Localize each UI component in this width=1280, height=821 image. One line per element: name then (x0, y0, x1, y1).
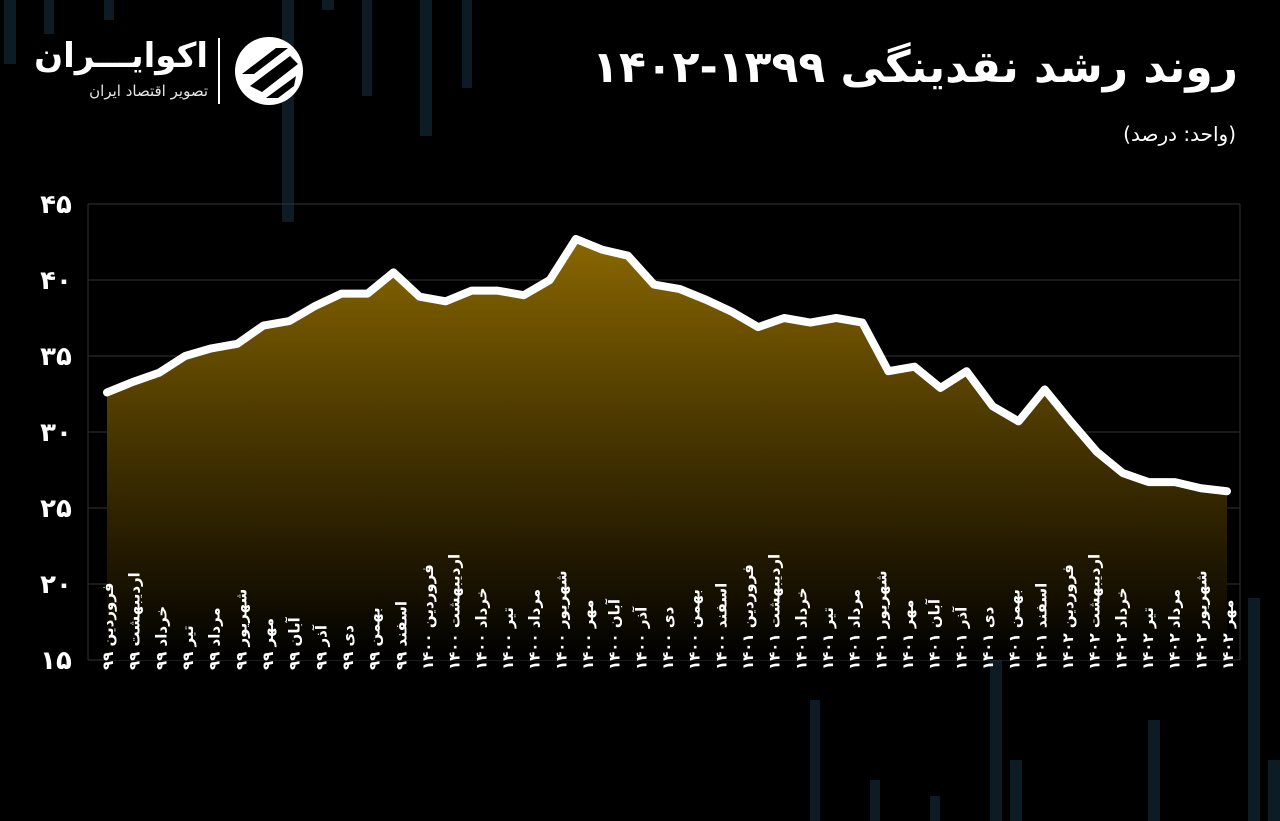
x-axis-ticks: فروردین ۹۹ اردیبهشت ۹۹ خرداد ۹۹ تیر ۹۹ مرداد… (99, 554, 1237, 670)
x-tick-label: اردیبهشت ۱۴۰۱ (766, 554, 784, 670)
x-tick-label: مرداد ۱۴۰۲ (1166, 589, 1184, 670)
x-tick-label: آذر ۹۹ (312, 624, 330, 670)
logo-tagline: تصویر اقتصاد ایران (89, 82, 208, 100)
x-tick-label: فروردین ۱۴۰۱ (739, 564, 757, 670)
x-tick-label: بهمن ۹۹ (366, 607, 384, 670)
unit-label: (واحد: درصد) (1123, 122, 1236, 146)
y-tick-label: ۴۵ (40, 190, 72, 220)
x-tick-label: تیر ۱۴۰۰ (499, 607, 517, 670)
x-tick-label: خرداد ۱۴۰۲ (1112, 587, 1130, 670)
y-tick-label: ۲۵ (40, 494, 72, 524)
y-tick-label: ۱۵ (40, 646, 72, 676)
x-tick-label: آذر ۱۴۰۰ (632, 606, 650, 670)
x-tick-label: تیر ۱۴۰۲ (1139, 607, 1157, 670)
logo: اکوایـــران تصویر اقتصاد ایران (34, 32, 312, 112)
y-tick-label: ۳۰ (40, 418, 72, 448)
x-tick-label: شهریور ۱۴۰۰ (552, 570, 570, 670)
y-tick-label: ۲۰ (40, 570, 72, 600)
x-tick-label: شهریور ۱۴۰۱ (872, 570, 890, 670)
x-tick-label: آبان ۱۴۰۰ (606, 598, 624, 670)
chart-title: روند رشد نقدینگی ۱۳۹۹-۱۴۰۲ (592, 42, 1238, 93)
x-tick-label: خرداد ۱۴۰۰ (472, 587, 490, 670)
x-tick-label: اسفند ۱۴۰۰ (712, 583, 730, 670)
x-tick-label: تیر ۱۴۰۱ (819, 607, 837, 670)
x-tick-label: مهر ۱۴۰۰ (579, 600, 597, 670)
x-tick-label: مرداد ۱۴۰۰ (526, 589, 544, 670)
x-tick-label: اردیبهشت ۱۴۰۰ (446, 554, 464, 670)
x-tick-label: مهر ۹۹ (259, 618, 277, 670)
x-tick-label: مهر ۱۴۰۲ (1219, 600, 1237, 670)
y-tick-label: ۳۵ (40, 342, 72, 372)
x-tick-label: مهر ۱۴۰۱ (899, 600, 917, 670)
x-tick-label: شهریور ۱۴۰۲ (1192, 570, 1210, 670)
x-tick-label: آبان ۹۹ (286, 616, 304, 670)
x-tick-label: مرداد ۹۹ (206, 607, 224, 670)
area-fill (107, 238, 1227, 660)
y-tick-label: ۴۰ (40, 266, 72, 296)
logo-divider (218, 38, 220, 104)
x-tick-label: اردیبهشت ۹۹ (126, 572, 144, 670)
x-tick-label: مرداد ۱۴۰۱ (846, 589, 864, 670)
series-line (103, 234, 1231, 496)
x-tick-label: شهریور ۹۹ (232, 589, 250, 670)
x-tick-label: خرداد ۹۹ (152, 606, 170, 670)
logo-name: اکوایـــران (34, 36, 208, 76)
x-tick-label: تیر ۹۹ (179, 625, 197, 670)
x-tick-label: فروردین ۱۴۰۰ (419, 564, 437, 670)
x-tick-label: اسفند ۹۹ (392, 601, 410, 670)
x-tick-label: اسفند ۱۴۰۱ (1032, 583, 1050, 670)
x-tick-label: فروردین ۱۴۰۲ (1059, 564, 1077, 670)
x-tick-label: دی ۱۴۰۰ (659, 606, 677, 670)
x-tick-label: خرداد ۱۴۰۱ (792, 587, 810, 670)
x-tick-label: آبان ۱۴۰۱ (926, 598, 944, 670)
x-tick-label: دی ۹۹ (339, 625, 357, 670)
x-tick-label: فروردین ۹۹ (99, 583, 117, 670)
x-tick-label: بهمن ۱۴۰۱ (1006, 589, 1024, 670)
logo-mark-icon (235, 37, 303, 105)
x-tick-label: آذر ۱۴۰۱ (952, 606, 970, 670)
x-tick-label: بهمن ۱۴۰۰ (686, 589, 704, 670)
y-axis-ticks: ۱۵ ۲۰ ۲۵ ۳۰ ۳۵ ۴۰ ۴۵ (40, 190, 72, 676)
x-tick-label: دی ۱۴۰۱ (979, 606, 997, 670)
x-tick-label: اردیبهشت ۱۴۰۲ (1086, 554, 1104, 670)
